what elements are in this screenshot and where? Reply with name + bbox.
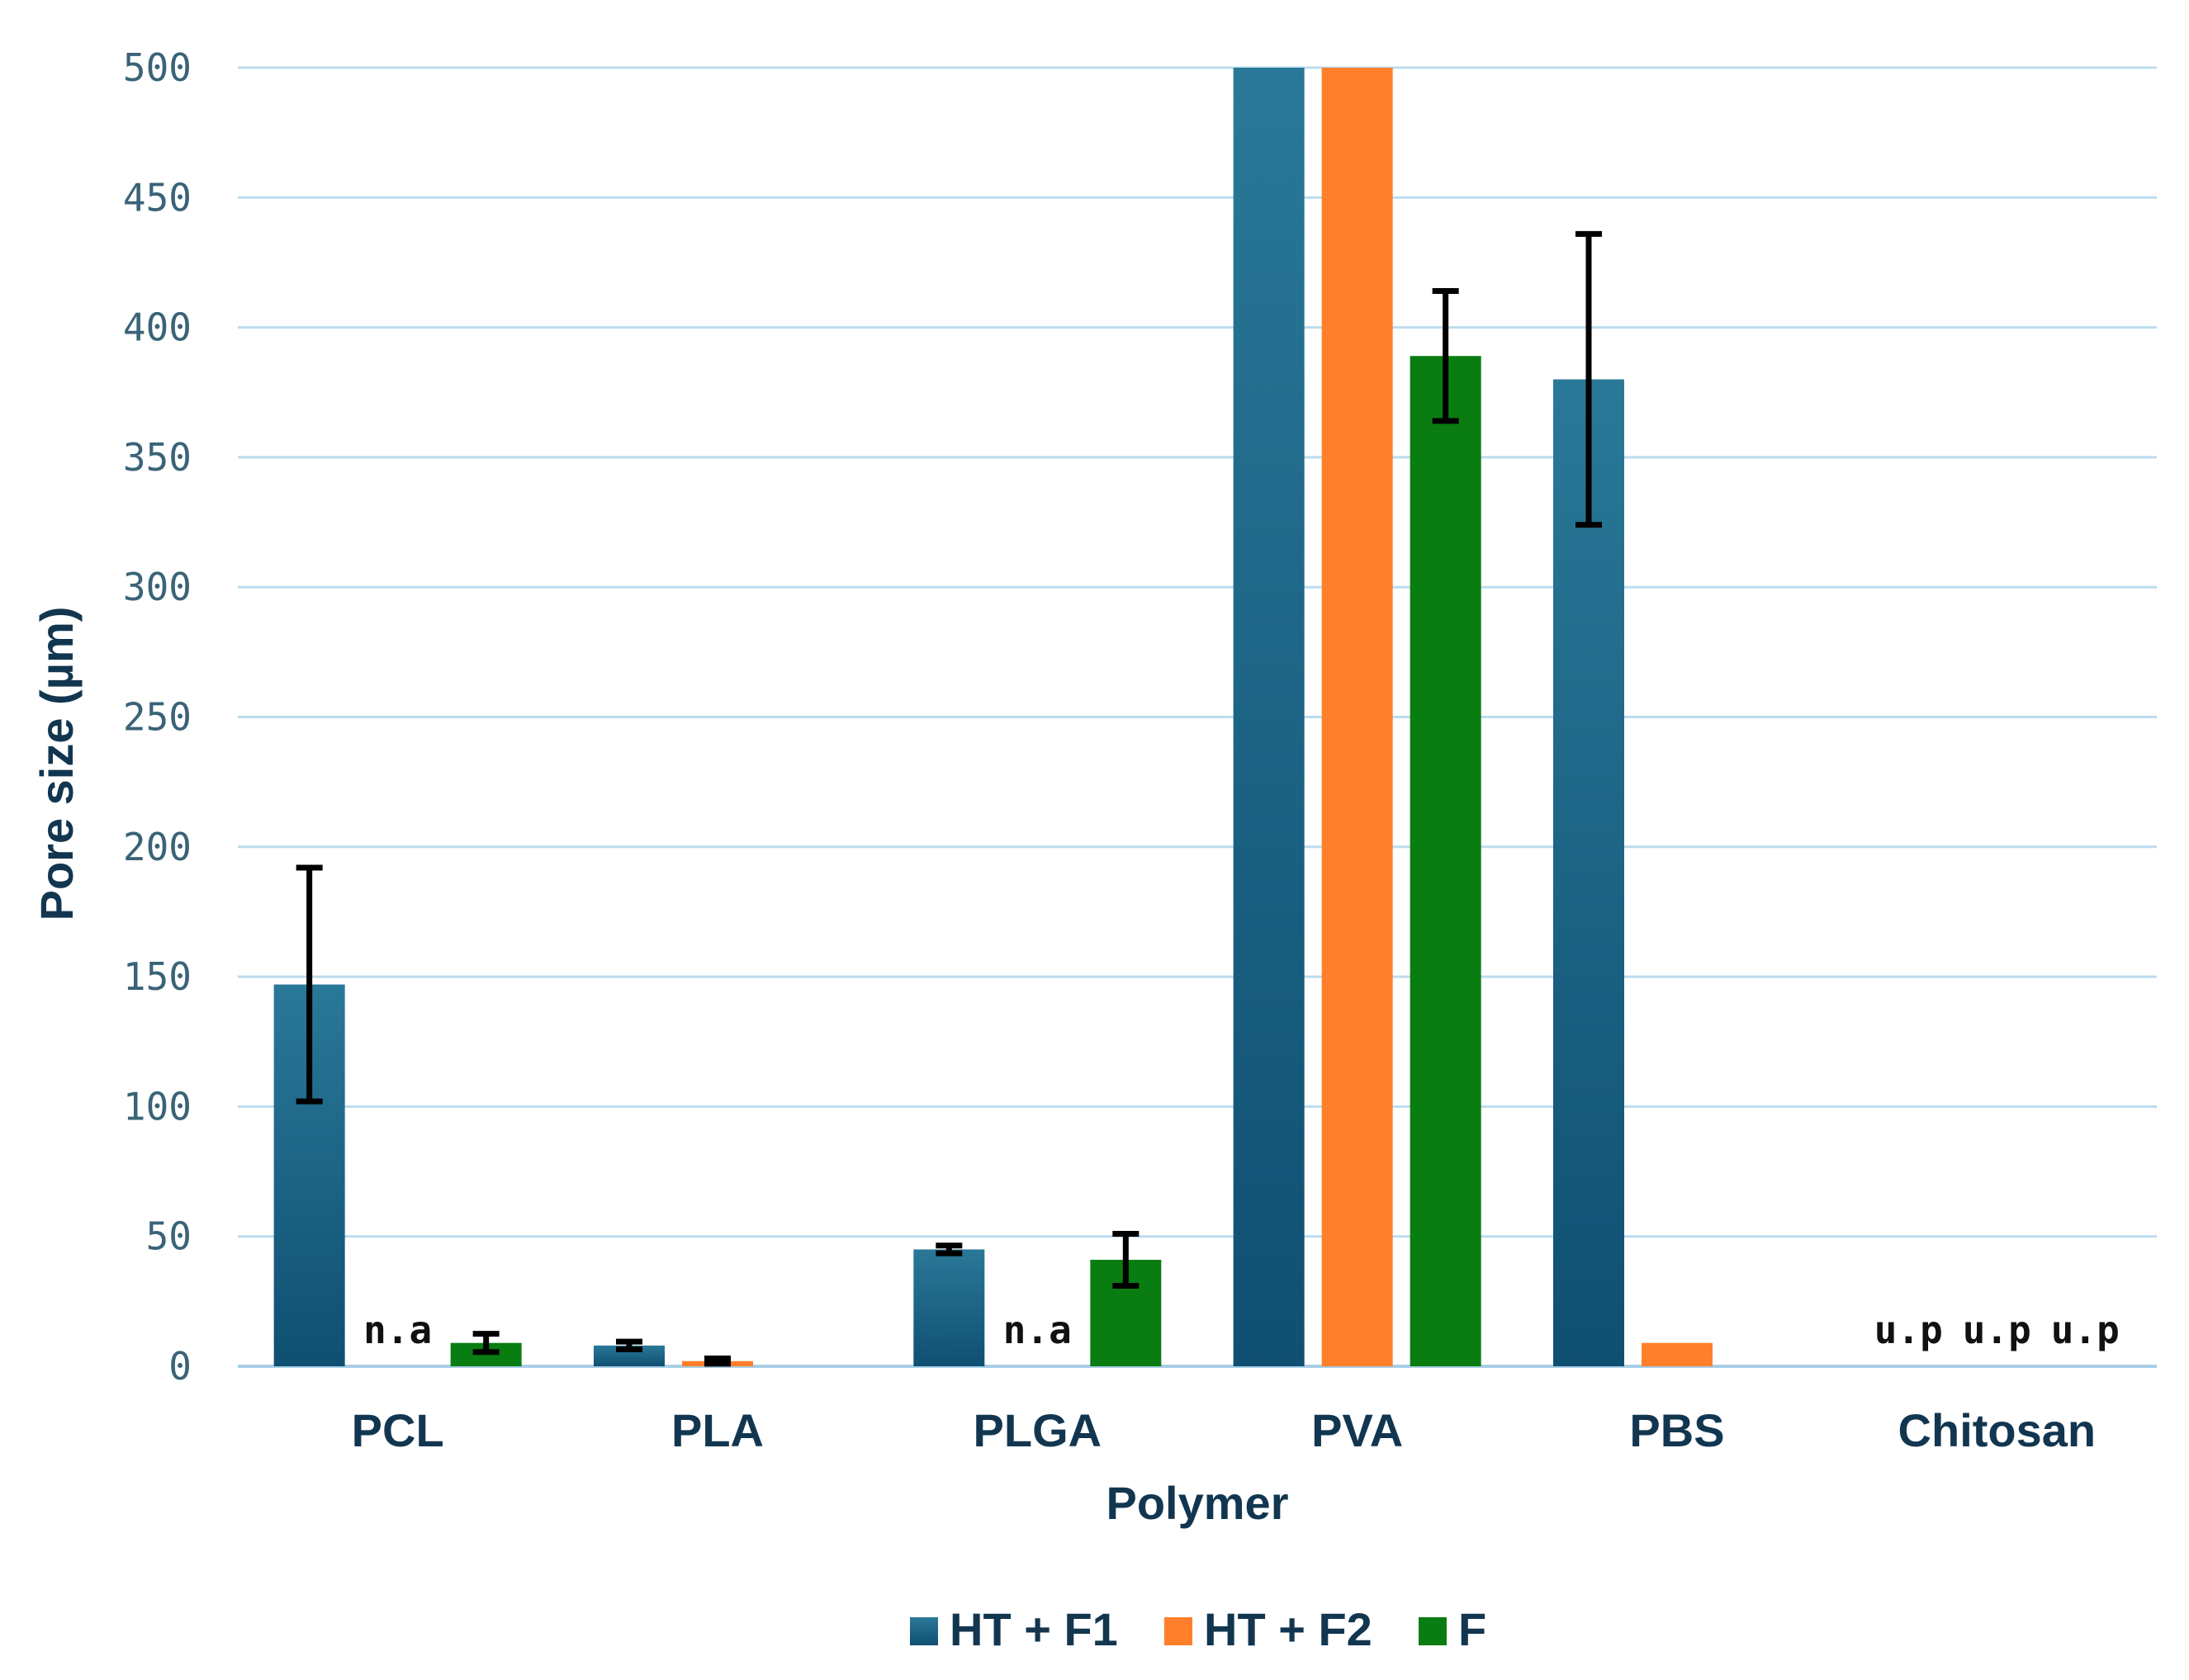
legend-item: HT + F2 xyxy=(1164,1603,1372,1655)
x-tick-label: Chitosan xyxy=(1898,1404,2097,1456)
legend-item: HT + F1 xyxy=(910,1603,1118,1655)
bar-ht-f1-pva xyxy=(1233,68,1305,1366)
annotation-label: u.p xyxy=(1874,1308,1943,1352)
bar-ht-f1-plga xyxy=(913,1249,985,1366)
legend-swatch xyxy=(1419,1617,1447,1645)
x-axis-title: Polymer xyxy=(1106,1477,1289,1529)
y-tick-label: 400 xyxy=(123,305,192,350)
y-tick-label: 50 xyxy=(146,1214,192,1259)
y-tick-label: 100 xyxy=(123,1084,192,1129)
x-tick-label: PBS xyxy=(1629,1404,1724,1456)
annotation-label: n.a xyxy=(1003,1308,1072,1352)
legend-label: HT + F2 xyxy=(1204,1603,1372,1655)
x-tick-label: PCL xyxy=(352,1404,444,1456)
error-bar xyxy=(1112,1231,1140,1289)
annotations: n.a n.a u.p u.p u.p xyxy=(363,1308,2120,1352)
y-tick-label: 500 xyxy=(123,45,192,90)
legend-label: F xyxy=(1458,1603,1486,1655)
y-tick-label: 0 xyxy=(168,1344,192,1389)
annotation-label: u.p xyxy=(1963,1308,2031,1352)
error-bar xyxy=(1575,230,1602,528)
error-bar xyxy=(936,1242,963,1256)
gridlines xyxy=(238,66,2157,1368)
error-bar xyxy=(472,1331,500,1356)
legend-item: F xyxy=(1419,1603,1486,1655)
error-bar xyxy=(616,1338,642,1353)
x-tick-label: PLA xyxy=(671,1404,764,1456)
y-axis-ticks: 0 50 100 150 200 250 300 350 400 450 500 xyxy=(123,45,192,1389)
x-tick-label: PVA xyxy=(1311,1404,1403,1456)
bar-ht-f2-pva xyxy=(1321,68,1393,1366)
error-bars xyxy=(296,230,1602,1367)
x-axis-ticks: PCL PLA PLGA PVA PBS Chitosan xyxy=(352,1404,2096,1456)
bar-f-pva xyxy=(1410,356,1481,1366)
bar-ht-f1-pbs xyxy=(1553,379,1624,1366)
legend-swatch xyxy=(910,1617,938,1645)
annotation-label: u.p xyxy=(2051,1308,2120,1352)
x-tick-label: PLGA xyxy=(974,1404,1102,1456)
y-tick-label: 250 xyxy=(123,695,192,740)
y-tick-label: 300 xyxy=(123,565,192,609)
error-bar xyxy=(704,1356,731,1367)
y-tick-label: 450 xyxy=(123,175,192,220)
y-axis-title: Pore size (µm) xyxy=(31,607,83,921)
bar-ht-f2-pbs xyxy=(1642,1342,1713,1366)
y-tick-label: 200 xyxy=(123,825,192,869)
error-bar xyxy=(1432,288,1459,424)
y-tick-label: 150 xyxy=(123,954,192,999)
error-bar xyxy=(296,864,323,1105)
bars xyxy=(273,68,1713,1366)
y-tick-label: 350 xyxy=(123,435,192,480)
legend-label: HT + F1 xyxy=(950,1603,1118,1655)
annotation-label: n.a xyxy=(363,1308,432,1352)
legend: HT + F1 HT + F2 F xyxy=(910,1603,1486,1655)
legend-swatch xyxy=(1164,1617,1192,1645)
